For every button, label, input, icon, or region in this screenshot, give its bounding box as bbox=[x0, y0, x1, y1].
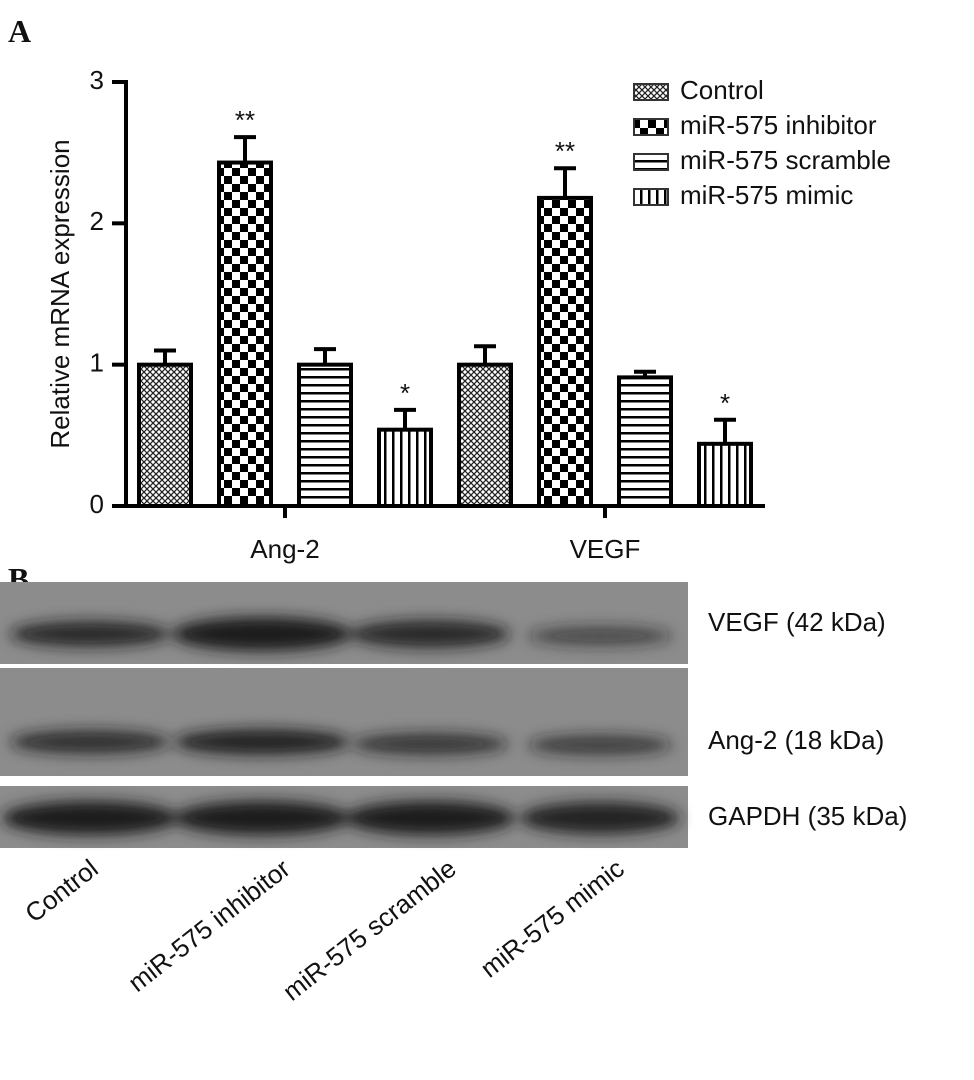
lane-label: Control bbox=[19, 853, 104, 928]
lane-label: miR-575 inhibitor bbox=[122, 853, 296, 998]
legend-swatch bbox=[633, 188, 669, 206]
legend-swatch bbox=[633, 153, 669, 171]
lane-label: miR-575 scramble bbox=[277, 853, 462, 1007]
legend-swatch bbox=[633, 118, 669, 136]
bar bbox=[377, 427, 433, 508]
legend-label: miR-575 inhibitor bbox=[680, 110, 877, 140]
significance: * bbox=[400, 378, 410, 408]
band-label: GAPDH (35 kDa) bbox=[708, 801, 907, 831]
legend-label: miR-575 scramble bbox=[680, 145, 891, 175]
bar bbox=[617, 375, 673, 508]
lane-label: miR-575 mimic bbox=[475, 853, 630, 983]
panel-label: A bbox=[8, 13, 31, 49]
band-label: VEGF (42 kDa) bbox=[708, 607, 886, 637]
y-tick-label: 1 bbox=[90, 348, 104, 378]
y-axis-label: Relative mRNA expression bbox=[45, 139, 75, 448]
legend-swatch bbox=[633, 83, 669, 101]
bar bbox=[457, 362, 513, 508]
x-tick-label: Ang-2 bbox=[250, 534, 319, 564]
bar bbox=[537, 195, 593, 508]
significance: ** bbox=[555, 136, 575, 166]
bar bbox=[697, 441, 753, 508]
bar bbox=[217, 160, 273, 508]
blot-image bbox=[0, 582, 688, 848]
significance: * bbox=[720, 388, 730, 418]
bar bbox=[137, 362, 193, 508]
y-tick-label: 3 bbox=[90, 65, 104, 95]
x-tick-label: VEGF bbox=[570, 534, 641, 564]
legend-label: Control bbox=[680, 75, 764, 105]
legend-label: miR-575 mimic bbox=[680, 180, 853, 210]
significance: ** bbox=[235, 105, 255, 135]
y-tick-label: 2 bbox=[90, 206, 104, 236]
bar bbox=[297, 362, 353, 508]
band-label: Ang-2 (18 kDa) bbox=[708, 725, 884, 755]
y-tick-label: 0 bbox=[90, 489, 104, 519]
